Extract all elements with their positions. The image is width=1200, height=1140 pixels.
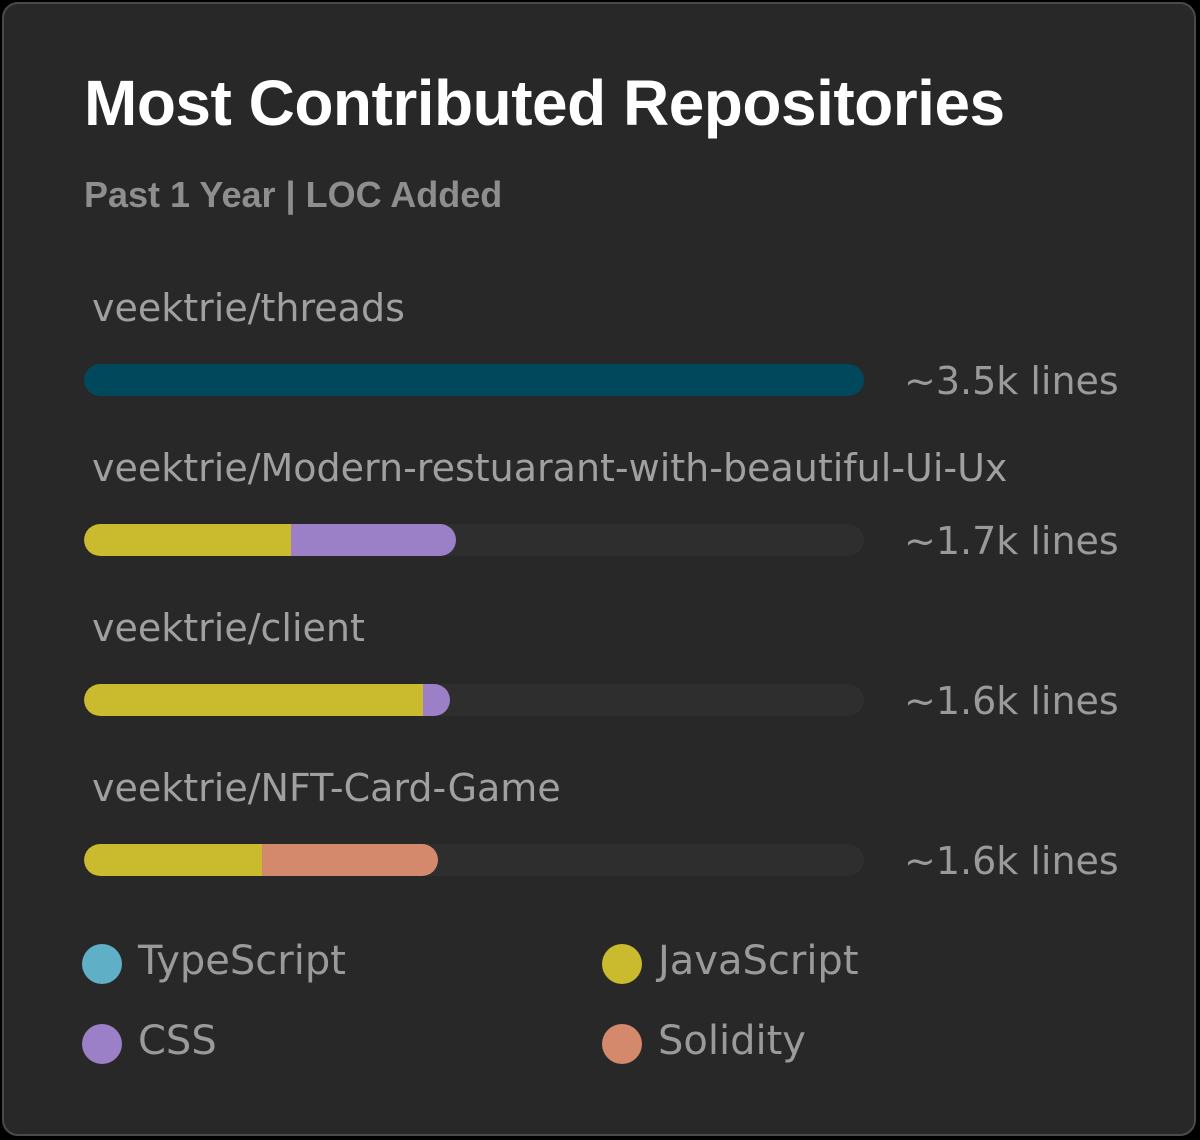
legend-label: CSS xyxy=(138,1018,217,1064)
legend-dot-icon xyxy=(602,944,642,984)
legend-label: Solidity xyxy=(658,1018,806,1064)
bar-track xyxy=(84,524,864,556)
bar-segment-javascript xyxy=(84,684,423,716)
lines-label: ~1.6k lines xyxy=(904,679,1119,723)
repo-name-nft-card-game[interactable]: veektrie/NFT-Card-Game xyxy=(92,766,561,810)
bar-segment-css xyxy=(423,684,450,716)
repo-name-modern-restuarant[interactable]: veektrie/Modern-restuarant-with-beautifu… xyxy=(92,446,1008,490)
repo-name-threads[interactable]: veektrie/threads xyxy=(92,286,405,330)
lines-label: ~1.7k lines xyxy=(904,519,1119,563)
bar-track xyxy=(84,684,864,716)
legend-label: TypeScript xyxy=(138,938,346,984)
legend-dot-icon xyxy=(602,1024,642,1064)
legend-dot-icon xyxy=(82,1024,122,1064)
card-title: Most Contributed Repositories xyxy=(84,67,1005,139)
repo-name-client[interactable]: veektrie/client xyxy=(92,606,365,650)
lines-label: ~1.6k lines xyxy=(904,839,1119,883)
bar-segment-solidity xyxy=(262,844,438,876)
bar-track xyxy=(84,844,864,876)
bar-segment-javascript xyxy=(84,524,291,556)
bar-segment-css xyxy=(291,524,456,556)
bar-track xyxy=(84,364,864,396)
legend-label: JavaScript xyxy=(658,938,859,984)
legend-dot-icon xyxy=(82,944,122,984)
lines-label: ~3.5k lines xyxy=(904,359,1119,403)
bar-segment-typescript xyxy=(84,364,864,396)
bar-segment-javascript xyxy=(84,844,262,876)
card-subtitle: Past 1 Year | LOC Added xyxy=(84,174,503,215)
